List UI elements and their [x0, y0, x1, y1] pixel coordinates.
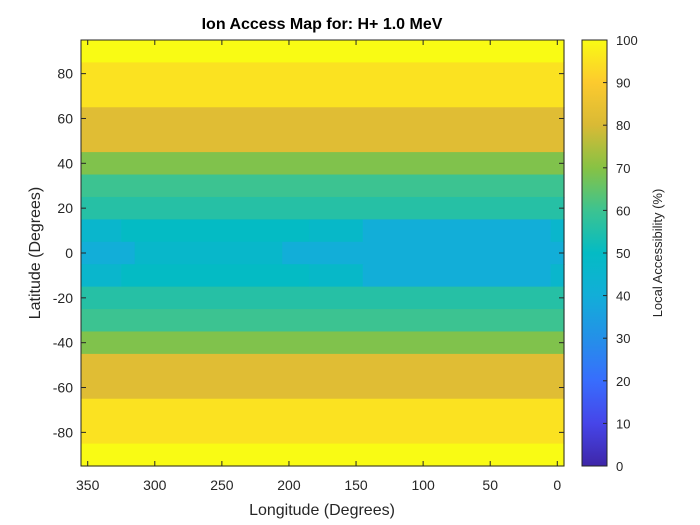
colorbar-tick-label: 30 [616, 331, 630, 346]
x-tick-label: 0 [553, 477, 561, 493]
colorbar-tick-label: 20 [616, 374, 630, 389]
colorbar-tick-label: 0 [616, 459, 623, 474]
heatmap-cell [282, 241, 565, 265]
colorbar-tick-label: 70 [616, 161, 630, 176]
heatmap-cell [81, 241, 136, 265]
heatmap-cell [81, 309, 565, 333]
x-axis-label: Longitude (Degrees) [249, 502, 395, 519]
colorbar-tick-label: 100 [616, 33, 638, 48]
x-axis: 350 300 250 200 150 100 50 0 [76, 40, 561, 493]
heatmap-cell [81, 62, 565, 108]
y-tick-label: 80 [57, 66, 73, 82]
y-tick-label: 20 [57, 200, 73, 216]
heatmap-cell [121, 219, 310, 243]
heatmap-cell [550, 219, 565, 243]
y-tick-label: -60 [53, 380, 73, 396]
colorbar-tick-label: 60 [616, 203, 630, 218]
heatmap-cell [81, 219, 122, 243]
x-tick-label: 350 [76, 477, 100, 493]
heatmap-cell [550, 264, 565, 288]
y-tick-label: 0 [65, 245, 73, 261]
x-tick-label: 150 [344, 477, 368, 493]
heatmap-cell [81, 152, 565, 176]
y-tick-label: 40 [57, 155, 73, 171]
colorbar-tick-label: 10 [616, 416, 630, 431]
y-tick-label: -20 [53, 290, 73, 306]
heatmap-cell [81, 443, 565, 467]
heatmap-cell [362, 264, 552, 288]
heatmap-cell [121, 264, 310, 288]
heatmap-cell [81, 107, 565, 153]
y-tick-label: -40 [53, 335, 73, 351]
heatmap-cell [81, 286, 565, 310]
heatmap-cell [81, 331, 565, 355]
y-axis-label: Latitude (Degrees) [27, 187, 44, 320]
colorbar-label: Local Accessibility (%) [650, 189, 665, 318]
heatmap-cell [81, 40, 565, 64]
y-tick-label: 60 [57, 110, 73, 126]
heatmap-cell [309, 219, 364, 243]
x-tick-label: 300 [143, 477, 167, 493]
x-tick-label: 250 [210, 477, 234, 493]
x-tick-label: 50 [482, 477, 498, 493]
chart-title: Ion Access Map for: H+ 1.0 MeV [202, 16, 443, 33]
heatmap-cell [309, 264, 364, 288]
heatmap-cell [81, 264, 122, 288]
colorbar [581, 39, 608, 467]
heatmap-cell [81, 196, 565, 220]
x-tick-label: 200 [277, 477, 301, 493]
colorbar-tick-label: 90 [616, 76, 630, 91]
colorbar-tick-label: 80 [616, 118, 630, 133]
heatmap-cell [81, 398, 565, 445]
heatmap-cell [81, 353, 565, 400]
y-axis: 80 60 40 20 0 -20 -40 -60 -80 [53, 66, 564, 440]
x-tick-label: 100 [411, 477, 435, 493]
heatmap-cell [134, 241, 283, 265]
colorbar-tick-label: 50 [616, 246, 630, 261]
y-tick-label: -80 [53, 424, 73, 440]
heatmap-cells [81, 40, 565, 467]
heatmap-cell [81, 174, 565, 198]
heatmap-cell [362, 219, 552, 243]
colorbar-tick-label: 40 [616, 289, 630, 304]
colorbar-axis: 0 10 20 30 40 50 60 70 80 90 100 [603, 33, 638, 474]
